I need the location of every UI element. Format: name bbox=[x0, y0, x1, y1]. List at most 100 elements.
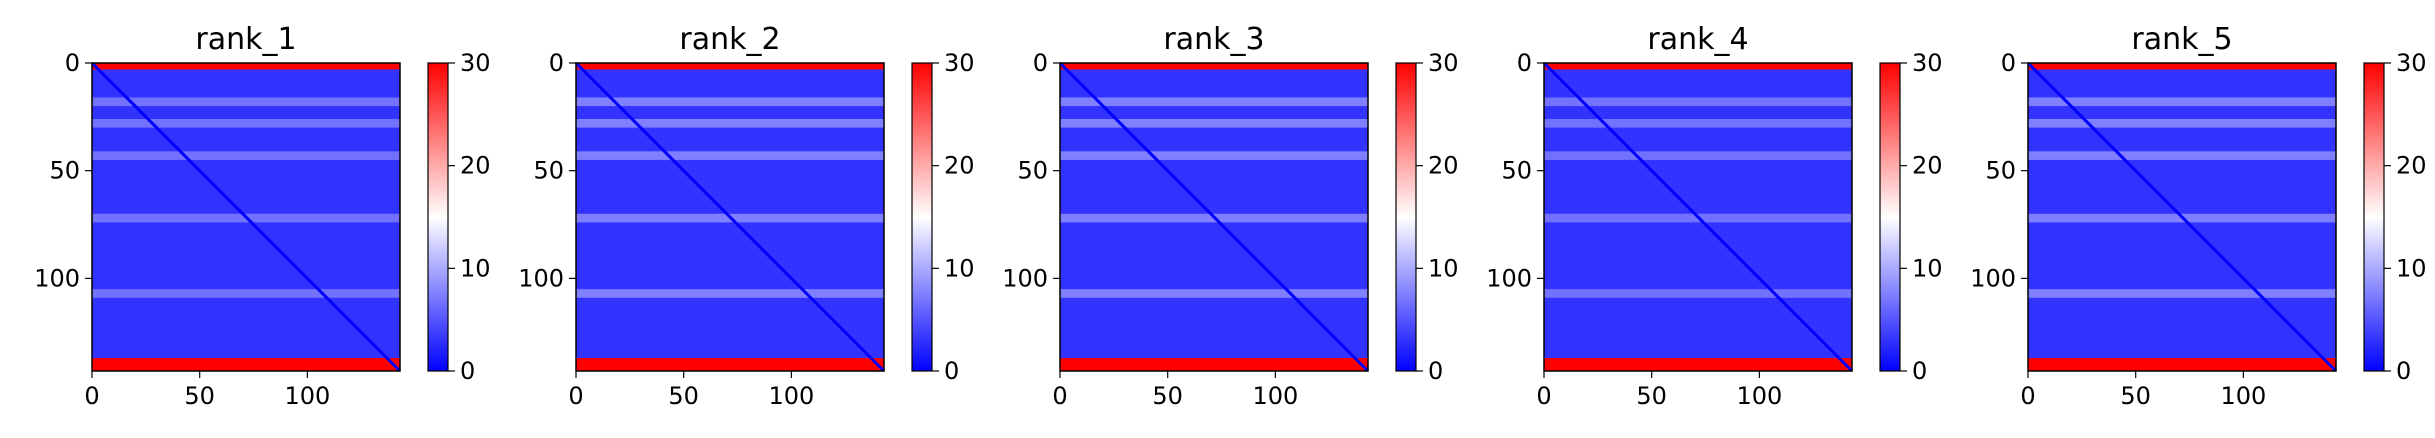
x-tick-label: 0 bbox=[568, 382, 583, 410]
colorbar-tick-label: 10 bbox=[944, 254, 975, 282]
colorbar bbox=[427, 62, 449, 372]
heatmap-edge-row-2 bbox=[2028, 358, 2336, 371]
axes-frame bbox=[575, 62, 885, 372]
heatmap-band-3 bbox=[576, 151, 884, 160]
heatmap-band-3 bbox=[92, 151, 400, 160]
colorbar-tick-label: 20 bbox=[2396, 152, 2427, 180]
colorbar-tick-label: 30 bbox=[2396, 49, 2427, 77]
colorbar-tick-label: 0 bbox=[460, 357, 475, 385]
y-tick-label: 100 bbox=[34, 264, 80, 292]
x-tick-label: 100 bbox=[2220, 382, 2266, 410]
x-tick-label: 0 bbox=[2020, 382, 2035, 410]
subplot-5: rank_5 0 50 100 0 50 100 0 10 20 30 bbox=[1970, 22, 2426, 410]
heatmap-diagonal bbox=[1058, 61, 1370, 373]
colorbar-tick-label: 30 bbox=[460, 49, 491, 77]
heatmap-edge-row-2 bbox=[92, 358, 400, 371]
heatmap-diagonal bbox=[2026, 61, 2338, 373]
heatmap-band-1 bbox=[1544, 97, 1852, 107]
subplot-title: rank_4 bbox=[1647, 22, 1748, 57]
y-tick-label: 100 bbox=[1970, 264, 2016, 292]
colorbar-tick-label: 20 bbox=[944, 152, 975, 180]
axes-frame bbox=[1059, 62, 1369, 372]
colorbar bbox=[911, 62, 933, 372]
heatmap-band-1 bbox=[2028, 97, 2336, 107]
heatmap-band-2 bbox=[2028, 119, 2336, 128]
heatmap-band-1 bbox=[1060, 97, 1368, 107]
y-tick-label: 0 bbox=[65, 49, 80, 77]
axes-frame bbox=[1543, 62, 1853, 372]
y-tick-label: 100 bbox=[518, 264, 564, 292]
heatmap-diagonal bbox=[574, 61, 886, 373]
colorbar-tick-label: 0 bbox=[2396, 357, 2411, 385]
colorbar-tick-label: 0 bbox=[1428, 357, 1443, 385]
y-tick-label: 0 bbox=[2001, 49, 2016, 77]
subplot-title: rank_3 bbox=[1163, 22, 1264, 57]
colorbar bbox=[1395, 62, 1417, 372]
axes-frame bbox=[2027, 62, 2337, 372]
heatmap-diagonal bbox=[1542, 61, 1854, 373]
x-tick-label: 0 bbox=[1536, 382, 1551, 410]
colorbar-tick-label: 20 bbox=[1912, 152, 1943, 180]
heatmap-edge-row-2 bbox=[1060, 358, 1368, 371]
x-tick-label: 100 bbox=[284, 382, 330, 410]
heatmap-band-1 bbox=[92, 97, 400, 107]
colorbar-tick-label: 10 bbox=[2396, 254, 2427, 282]
x-tick-label: 100 bbox=[1252, 382, 1298, 410]
heatmap-band-5 bbox=[1544, 289, 1852, 298]
subplot-title: rank_5 bbox=[2131, 22, 2232, 57]
heatmap-band-5 bbox=[576, 289, 884, 298]
heatmap-edge-row-1 bbox=[92, 63, 400, 70]
subplot-title: rank_2 bbox=[679, 22, 780, 57]
colorbar-tick-label: 20 bbox=[460, 152, 491, 180]
heatmap-edge-row-1 bbox=[1060, 63, 1368, 70]
colorbar-tick-label: 10 bbox=[1912, 254, 1943, 282]
x-tick-label: 50 bbox=[2120, 382, 2151, 410]
heatmap-edge-row-2 bbox=[1544, 358, 1852, 371]
subplot-1: rank_1 0 50 100 0 50 100 0 10 20 30 bbox=[34, 22, 490, 410]
heatmap-band-1 bbox=[576, 97, 884, 107]
y-tick-label: 50 bbox=[1985, 157, 2016, 185]
subplot-4: rank_4 0 50 100 0 50 100 0 10 20 30 bbox=[1486, 22, 1942, 410]
x-tick-label: 0 bbox=[84, 382, 99, 410]
y-tick-label: 0 bbox=[1033, 49, 1048, 77]
heatmap-band-5 bbox=[1060, 289, 1368, 298]
subplot-title: rank_1 bbox=[195, 22, 296, 57]
colorbar-tick-label: 10 bbox=[1428, 254, 1459, 282]
heatmap-band-5 bbox=[92, 289, 400, 298]
subplot-2: rank_2 0 50 100 0 50 100 0 10 20 30 bbox=[518, 22, 974, 410]
heatmap-band-2 bbox=[1544, 119, 1852, 128]
y-tick-label: 50 bbox=[1017, 157, 1048, 185]
heatmap-band-2 bbox=[576, 119, 884, 128]
colorbar bbox=[1879, 62, 1901, 372]
heatmap-diagonal bbox=[90, 61, 402, 373]
colorbar-tick-label: 0 bbox=[944, 357, 959, 385]
x-tick-label: 50 bbox=[1152, 382, 1183, 410]
heatmap-band-3 bbox=[1060, 151, 1368, 160]
heatmap-edge-row-1 bbox=[576, 63, 884, 70]
x-tick-label: 50 bbox=[184, 382, 215, 410]
x-tick-label: 0 bbox=[1052, 382, 1067, 410]
heatmap-band-3 bbox=[1544, 151, 1852, 160]
x-tick-label: 100 bbox=[1736, 382, 1782, 410]
colorbar bbox=[2363, 62, 2385, 372]
axes-frame bbox=[91, 62, 401, 372]
x-tick-label: 50 bbox=[1636, 382, 1667, 410]
colorbar-tick-label: 0 bbox=[1912, 357, 1927, 385]
heatmap-edge-row-1 bbox=[1544, 63, 1852, 70]
y-tick-label: 50 bbox=[533, 157, 564, 185]
y-tick-label: 100 bbox=[1002, 264, 1048, 292]
y-tick-label: 50 bbox=[49, 157, 80, 185]
colorbar-tick-label: 20 bbox=[1428, 152, 1459, 180]
heatmap-band-2 bbox=[1060, 119, 1368, 128]
heatmap-band-2 bbox=[92, 119, 400, 128]
colorbar-tick-label: 30 bbox=[944, 49, 975, 77]
heatmap-edge-row-1 bbox=[2028, 63, 2336, 70]
x-tick-label: 50 bbox=[668, 382, 699, 410]
x-tick-label: 100 bbox=[768, 382, 814, 410]
colorbar-tick-label: 30 bbox=[1912, 49, 1943, 77]
subplot-3: rank_3 0 50 100 0 50 100 0 10 20 30 bbox=[1002, 22, 1458, 410]
y-tick-label: 0 bbox=[549, 49, 564, 77]
y-tick-label: 0 bbox=[1517, 49, 1532, 77]
colorbar-tick-label: 10 bbox=[460, 254, 491, 282]
